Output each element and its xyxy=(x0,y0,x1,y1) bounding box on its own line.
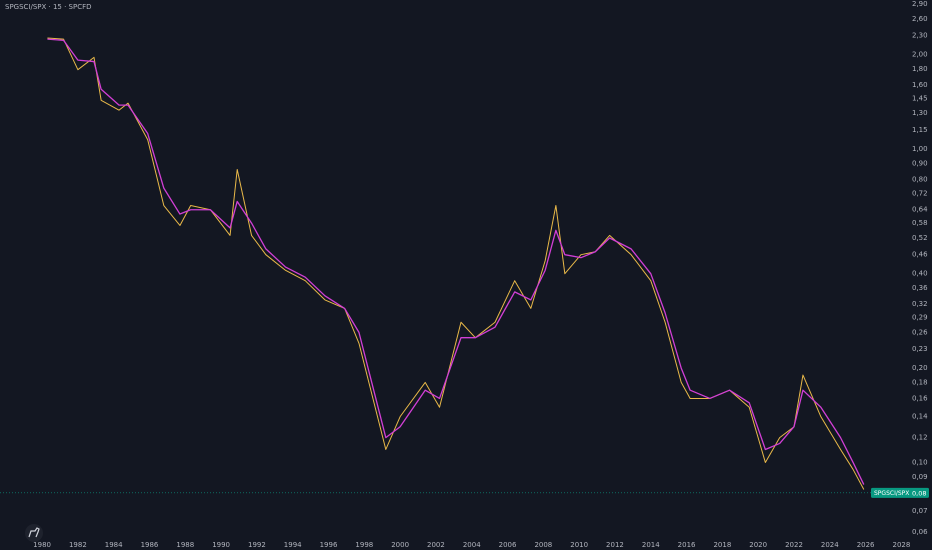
x-tick-label: 2000 xyxy=(391,541,409,549)
x-tick-label: 2028 xyxy=(893,541,911,549)
x-tick-label: 2006 xyxy=(499,541,517,549)
y-tick-label: 0,07 xyxy=(912,507,928,515)
last-value-label: 0,08 xyxy=(912,489,926,497)
y-tick-label: 0,18 xyxy=(912,378,928,386)
x-tick-label: 2020 xyxy=(749,541,767,549)
series-line xyxy=(47,38,865,485)
x-tick-label: 1986 xyxy=(141,541,159,549)
x-tick-label: 2018 xyxy=(713,541,731,549)
y-tick-label: 0,10 xyxy=(912,458,928,466)
x-tick-label: 1996 xyxy=(320,541,338,549)
y-tick-label: 1,45 xyxy=(912,94,928,102)
x-tick-label: 2012 xyxy=(606,541,624,549)
x-tick-label: 1992 xyxy=(248,541,266,549)
x-tick-label: 2010 xyxy=(570,541,588,549)
x-tick-label: 1984 xyxy=(105,541,123,549)
y-tick-label: 2,90 xyxy=(912,0,928,8)
y-tick-label: 1,60 xyxy=(912,81,928,89)
logo xyxy=(25,524,43,542)
x-tick-label: 1982 xyxy=(69,541,87,549)
y-tick-label: 0,09 xyxy=(912,473,928,481)
x-tick-label: 2014 xyxy=(642,541,660,549)
y-tick-label: 1,30 xyxy=(912,109,928,117)
y-tick-label: 0,29 xyxy=(912,313,928,321)
x-tick-label: 1994 xyxy=(284,541,302,549)
y-tick-label: 0,36 xyxy=(912,284,928,292)
x-tick-label: 2024 xyxy=(821,541,839,549)
y-tick-label: 2,00 xyxy=(912,51,928,59)
y-tick-label: 0,20 xyxy=(912,364,928,372)
y-tick-label: 0,14 xyxy=(912,413,928,421)
x-tick-label: 2004 xyxy=(463,541,481,549)
y-tick-label: 0,26 xyxy=(912,328,928,336)
y-tick-label: 1,00 xyxy=(912,145,928,153)
y-tick-label: 0,52 xyxy=(912,234,928,242)
x-tick-label: 2008 xyxy=(534,541,552,549)
y-tick-label: 0,12 xyxy=(912,434,928,442)
y-tick-label: 0,32 xyxy=(912,300,928,308)
y-tick-label: 0,80 xyxy=(912,175,928,183)
chart-title: SPGSCI/SPX · 15 · SPCFD xyxy=(5,3,92,11)
last-value-box xyxy=(871,487,929,498)
series-line xyxy=(47,37,865,490)
x-tick-label: 2026 xyxy=(857,541,875,549)
y-tick-label: 1,15 xyxy=(912,126,928,134)
logo-mark xyxy=(28,527,40,538)
x-tick-label: 2016 xyxy=(678,541,696,549)
y-tick-label: 0,23 xyxy=(912,345,928,353)
x-tick-label: 1990 xyxy=(212,541,230,549)
last-value-name: SPGSCI/SPX xyxy=(874,490,909,497)
y-tick-label: 0,46 xyxy=(912,251,928,259)
x-tick-label: 1988 xyxy=(176,541,194,549)
x-tick-label: 1998 xyxy=(355,541,373,549)
y-tick-label: 2,60 xyxy=(912,15,928,23)
y-tick-label: 0,06 xyxy=(912,528,928,536)
y-tick-label: 0,58 xyxy=(912,219,928,227)
y-tick-label: 0,40 xyxy=(912,270,928,278)
y-tick-label: 0,16 xyxy=(912,394,928,402)
logo-bg xyxy=(25,524,43,542)
y-tick-label: 0,64 xyxy=(912,206,928,214)
x-tick-label: 2022 xyxy=(785,541,803,549)
y-tick-label: 0,90 xyxy=(912,159,928,167)
x-tick-label: 1980 xyxy=(33,541,51,549)
y-tick-label: 1,80 xyxy=(912,65,928,73)
x-tick-label: 2002 xyxy=(427,541,445,549)
y-tick-label: 0,72 xyxy=(912,190,928,198)
y-tick-label: 2,30 xyxy=(912,32,928,40)
